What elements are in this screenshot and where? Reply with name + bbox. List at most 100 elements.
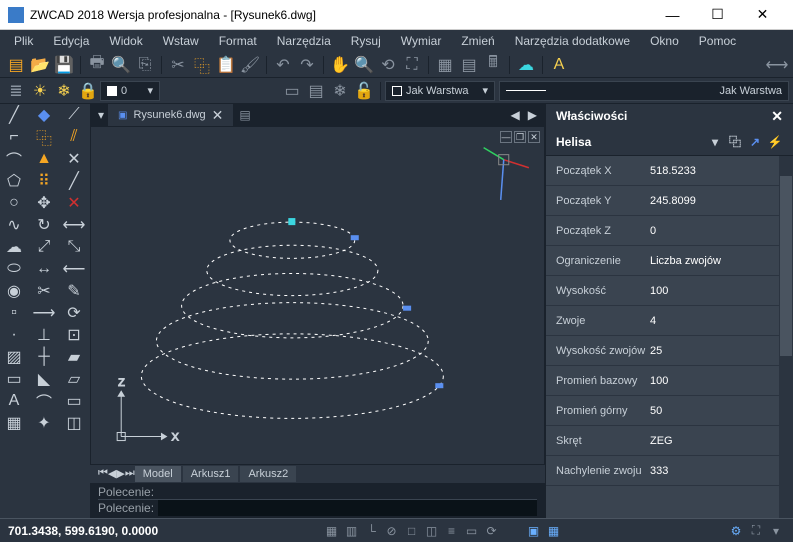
model-toggle-icon[interactable]: ▣ (525, 522, 543, 540)
props-quick-icon[interactable]: ↗ (747, 134, 763, 150)
align-tool-icon[interactable]: ⤡ (60, 236, 88, 258)
join-tool-icon[interactable]: ┼ (30, 346, 58, 368)
command-input[interactable] (158, 500, 537, 516)
polar-icon[interactable]: ⊘ (383, 522, 401, 540)
pedit-tool-icon[interactable]: ⟳ (60, 302, 88, 324)
calc-icon[interactable]: 🖩 (483, 55, 503, 75)
grip-tool-icon[interactable]: ⊡ (60, 324, 88, 346)
layer-dropdown[interactable]: 0 ▾ (100, 81, 160, 101)
property-value[interactable]: 25 (646, 345, 793, 357)
menu-file[interactable]: Plik (4, 32, 43, 50)
spline-tool-icon[interactable]: ∿ (0, 214, 28, 236)
chamfer-tool-icon[interactable]: ◣ (30, 368, 58, 390)
property-value[interactable]: 0 (646, 225, 793, 237)
properties-scrollbar[interactable] (779, 156, 793, 518)
dimension-icon[interactable]: ⟷ (767, 55, 787, 75)
viewport-close-icon[interactable]: ✕ (528, 131, 540, 143)
pan-icon[interactable]: ✋ (330, 55, 350, 75)
tab-prev-icon[interactable]: ▾ (94, 108, 108, 122)
fullscreen-icon[interactable]: ⛶ (747, 522, 765, 540)
trim-tool-icon[interactable]: ✂ (30, 280, 58, 302)
property-row[interactable]: Wysokość zwojów25 (546, 336, 793, 366)
props-dropdown-icon[interactable]: ▾ (707, 134, 723, 150)
extend-tool-icon[interactable]: ⟶ (30, 302, 58, 324)
circle-tool-icon[interactable]: ○ (0, 192, 28, 214)
property-value[interactable]: 518.5233 (646, 165, 793, 177)
layeroff-icon[interactable]: ▤ (306, 81, 326, 101)
viewport-restore-icon[interactable]: ❐ (514, 131, 526, 143)
fillet-tool-icon[interactable]: ⌒ (30, 390, 58, 412)
property-value[interactable]: Liczba zwojów (646, 255, 793, 267)
cloud-tool-icon[interactable]: ☁ (0, 236, 28, 258)
undo-icon[interactable]: ↶ (273, 55, 293, 75)
tab-model[interactable]: Model (135, 466, 181, 482)
block-tool-icon[interactable]: ▫ (0, 302, 28, 324)
property-row[interactable]: Promień górny50 (546, 396, 793, 426)
properties-close-icon[interactable]: ✕ (771, 108, 783, 125)
menu-draw[interactable]: Rysuj (341, 32, 391, 50)
layout-next-icon[interactable]: ▶ (116, 467, 124, 480)
print-icon[interactable]: 🖶 (87, 55, 107, 75)
close-button[interactable]: ✕ (740, 0, 785, 30)
polygon-tool-icon[interactable]: ⬠ (0, 170, 28, 192)
zoom-icon[interactable]: 🔍 (354, 55, 374, 75)
maximize-button[interactable]: ☐ (695, 0, 740, 30)
property-row[interactable]: Początek Z0 (546, 216, 793, 246)
xline-tool-icon[interactable]: ╱ (60, 170, 88, 192)
arc-tool-icon[interactable]: ⌒ (0, 148, 28, 170)
viewport-minimize-icon[interactable]: — (500, 131, 512, 143)
osnap-icon[interactable]: □ (403, 522, 421, 540)
property-row[interactable]: SkrętZEG (546, 426, 793, 456)
property-value[interactable]: 50 (646, 405, 793, 417)
tab-scroll-left-icon[interactable]: ◀ (507, 108, 524, 122)
cut-icon[interactable]: ✂ (168, 55, 188, 75)
zoomprev-icon[interactable]: ⟲ (378, 55, 398, 75)
wipeout-tool-icon[interactable]: ▱ (60, 368, 88, 390)
line-tool-icon[interactable]: ╱ (0, 104, 28, 126)
new-icon[interactable]: ▤ (6, 55, 26, 75)
lwt-icon[interactable]: ≡ (443, 522, 461, 540)
menu-window[interactable]: Okno (640, 32, 689, 50)
rotate-tool-icon[interactable]: ↻ (30, 214, 58, 236)
menu-format[interactable]: Format (209, 32, 267, 50)
divide-tool-icon[interactable]: ✕ (60, 192, 88, 214)
edit-tool-icon[interactable]: ✎ (60, 280, 88, 302)
minimize-button[interactable]: — (650, 0, 695, 30)
tab-arkusz1[interactable]: Arkusz1 (183, 466, 239, 482)
copy-icon[interactable]: ⿻ (192, 55, 212, 75)
layers-icon[interactable]: ≣ (6, 81, 26, 101)
menu-tools[interactable]: Narzędzia (267, 32, 341, 50)
property-value[interactable]: 100 (646, 285, 793, 297)
property-row[interactable]: Promień bazowy100 (546, 366, 793, 396)
props-flash-icon[interactable]: ⚡ (767, 134, 783, 150)
layeriso-icon[interactable]: ▭ (282, 81, 302, 101)
ellipse-tool-icon[interactable]: ⬭ (0, 258, 28, 280)
table-tool-icon[interactable]: ▦ (0, 412, 28, 434)
props-icon[interactable]: ▦ (435, 55, 455, 75)
property-row[interactable]: Zwoje4 (546, 306, 793, 336)
text-tool-icon[interactable]: A (0, 390, 28, 412)
text-style-icon[interactable]: A (549, 55, 569, 75)
point-tool-icon[interactable]: · (0, 324, 28, 346)
tab-arkusz2[interactable]: Arkusz2 (240, 466, 296, 482)
new-tab-icon[interactable]: ▤ (235, 108, 254, 122)
ray-tool-icon[interactable]: ⟋ (60, 104, 88, 126)
measure-tool-icon[interactable]: ⟷ (60, 214, 88, 236)
solid-tool-icon[interactable]: ▰ (60, 346, 88, 368)
settings-icon[interactable]: ⚙ (727, 522, 745, 540)
property-value[interactable]: 333 (646, 465, 793, 477)
lock-icon[interactable]: 🔒 (78, 81, 98, 101)
menu-modify[interactable]: Zmień (451, 32, 504, 50)
redo-icon[interactable]: ↷ (297, 55, 317, 75)
ortho-icon[interactable]: └ (363, 522, 381, 540)
layout-prev-icon[interactable]: ◀ (108, 467, 116, 480)
open-icon[interactable]: 📂 (30, 55, 50, 75)
property-value[interactable]: ZEG (646, 435, 793, 447)
property-value[interactable]: 4 (646, 315, 793, 327)
freeze-icon[interactable]: ❄ (54, 81, 74, 101)
menu-view[interactable]: Widok (99, 32, 152, 50)
layerfreeze-icon[interactable]: ❄ (330, 81, 350, 101)
grid-toggle-icon[interactable]: ▦ (545, 522, 563, 540)
otrack-icon[interactable]: ◫ (423, 522, 441, 540)
save-icon[interactable]: 💾 (54, 55, 74, 75)
